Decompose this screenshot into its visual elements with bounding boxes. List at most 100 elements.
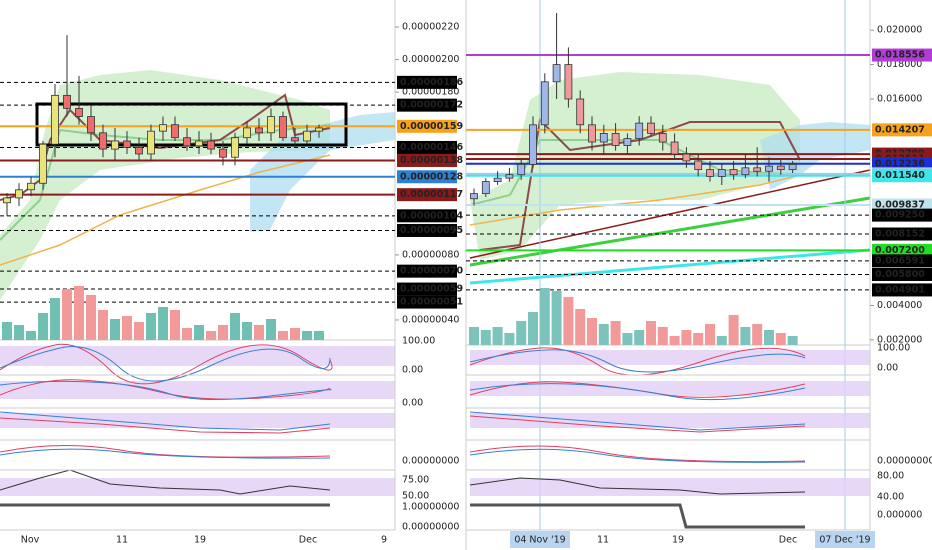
candle-body	[529, 124, 537, 165]
volume-bar	[38, 313, 48, 340]
indicator-lines	[0, 343, 806, 529]
price-label-box	[872, 198, 932, 212]
volume-bar	[539, 288, 550, 345]
price-label-box	[397, 140, 457, 154]
price-label-box	[397, 209, 457, 223]
candle-body	[111, 140, 119, 150]
date-highlight	[510, 531, 570, 548]
candle-body	[99, 132, 107, 150]
candle-body	[243, 127, 251, 139]
price-tick-label: 0.020000	[877, 25, 922, 36]
indicator-axis-label: 100.00	[402, 336, 435, 347]
candle-body	[682, 153, 691, 162]
price-label: 0.00000138	[400, 155, 463, 166]
candle-body	[231, 137, 239, 158]
candle-body	[706, 169, 714, 177]
volume-bar	[134, 322, 144, 340]
x-tick-label: 07 Dec '19	[819, 535, 870, 546]
price-label: 0.011540	[875, 170, 925, 181]
price-tick-label: 0.004000	[877, 300, 922, 311]
volume-bar	[86, 295, 96, 340]
candle-body	[27, 182, 35, 191]
price-label: 0.005800	[875, 269, 925, 280]
price-label: 0.00000146	[400, 142, 463, 153]
x-tick-label: 11	[116, 535, 128, 546]
candle-body	[207, 140, 215, 150]
volume-bar	[728, 315, 739, 345]
candle-body	[564, 64, 573, 100]
volume-bar	[254, 325, 264, 340]
x-tick-label: Dec	[299, 535, 317, 546]
indicator-axis-label: 0.000000	[877, 510, 922, 521]
candle-body	[599, 133, 608, 143]
candle-body	[219, 148, 227, 158]
volume-bar	[74, 286, 84, 340]
candle-body	[765, 165, 773, 172]
indicator-axis-label: 40.00	[877, 492, 904, 503]
price-tick-label: 0.002000	[877, 334, 922, 345]
moving-average	[0, 154, 331, 266]
volume-bar	[122, 316, 132, 340]
candle-body	[493, 177, 502, 182]
indicator-axis-label: 50.00	[402, 491, 429, 502]
candle-body	[623, 138, 632, 146]
volume-bar	[622, 333, 633, 345]
price-label: 0.00000128	[400, 171, 463, 182]
candle-body	[15, 189, 23, 199]
date-highlight	[815, 531, 875, 548]
price-label: 0.00000059	[400, 284, 463, 295]
range-box	[35, 102, 348, 147]
volume-bar	[242, 322, 252, 340]
volume-bar	[504, 333, 515, 345]
x-tick-label: 11	[597, 535, 609, 546]
price-tick-label: 0.00000080	[402, 249, 459, 260]
volume-bar	[716, 336, 727, 345]
candle-body	[75, 107, 83, 117]
candle-body	[303, 130, 311, 142]
candle-body	[255, 127, 263, 134]
volume-bar	[575, 309, 586, 345]
price-label-box	[872, 208, 932, 222]
candle-body	[171, 124, 179, 139]
volume-bar	[170, 310, 180, 340]
x-tick-label: Nov	[21, 535, 40, 546]
volume-bar	[206, 331, 216, 340]
indicator-axis-label: 0.00	[402, 365, 423, 376]
price-label: 0.00000172	[400, 100, 463, 111]
price-label-box	[872, 227, 932, 241]
price-label-box	[872, 243, 932, 257]
volume-bar	[705, 324, 715, 345]
volume-bar	[62, 289, 72, 340]
price-tick-label: 0.016000	[877, 94, 922, 105]
volume-bar	[2, 322, 12, 340]
price-label: 0.009250	[875, 210, 925, 221]
indicator-axis-label: 80.00	[877, 471, 904, 482]
x-tick-label: Dec	[779, 535, 797, 546]
price-label-box	[397, 153, 457, 167]
volume-bar	[528, 312, 538, 345]
volume-bar	[266, 319, 276, 340]
volume-bar	[158, 307, 168, 340]
x-tick-label: 04 Nov '19	[514, 535, 565, 546]
volume-bar	[182, 328, 192, 340]
candle-body	[315, 127, 323, 132]
volume-bar	[98, 310, 108, 340]
candle-body	[39, 143, 47, 184]
volume-bar	[469, 327, 479, 345]
price-label: 0.007200	[875, 245, 925, 256]
indicator-axis-label: 0.00000000	[402, 522, 459, 533]
volume-bar	[480, 330, 491, 345]
price-tick-label: 0.018000	[877, 59, 922, 70]
price-tick-label: 0.00000180	[402, 87, 459, 98]
candle-body	[576, 98, 585, 126]
price-label: 0.006591	[875, 255, 925, 266]
price-label-box	[872, 254, 932, 268]
price-label: 0.014207	[875, 124, 925, 135]
volume-bar	[110, 319, 120, 340]
decorations	[0, 0, 871, 550]
volume-bar	[598, 324, 609, 345]
indicator-axis-label: 0.00	[877, 363, 898, 374]
volume-bar	[787, 336, 798, 345]
price-label-box	[872, 169, 932, 183]
candle-body	[279, 116, 287, 139]
